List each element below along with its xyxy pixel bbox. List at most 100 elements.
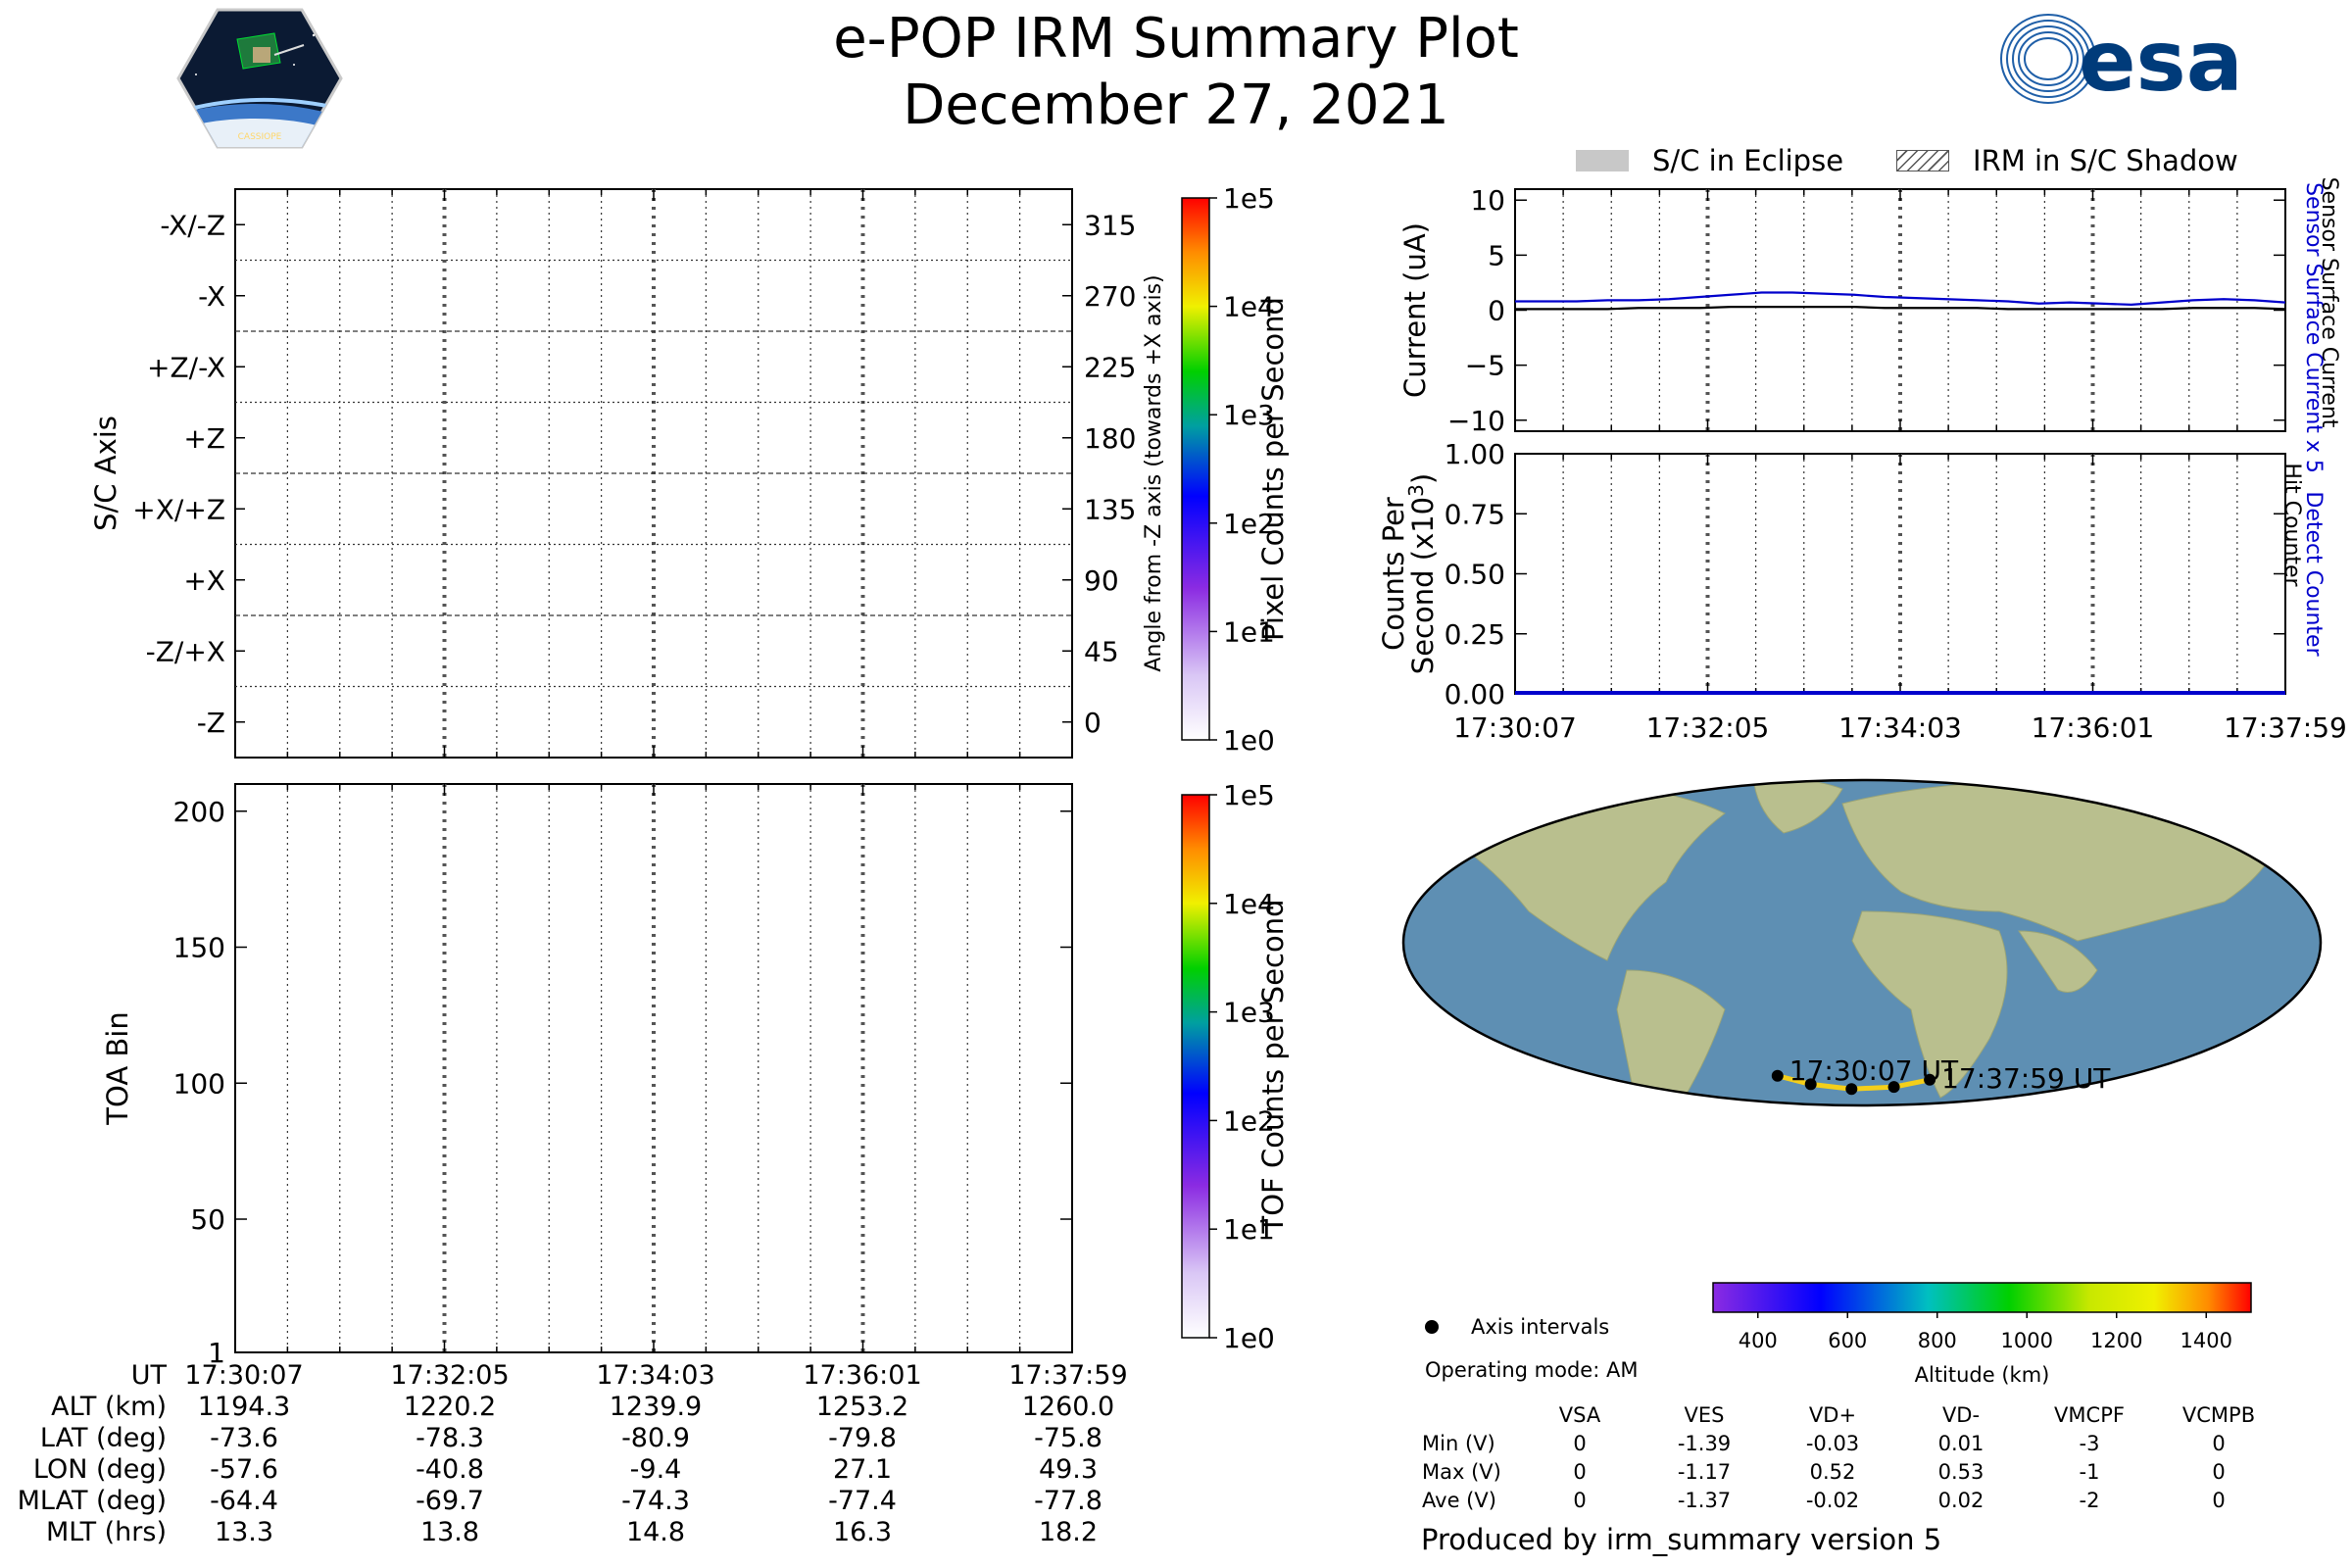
counts-right-label-black: Hit Counter — [2279, 463, 2304, 587]
voltage-table-cell: 0.53 — [1938, 1460, 1984, 1484]
current-ytick-label: −10 — [1447, 405, 1505, 437]
voltage-table-row-label: Ave (V) — [1422, 1489, 1496, 1512]
toa-ylabel: TOA Bin — [101, 1011, 134, 1125]
counts-ylabel: Counts Per — [1377, 497, 1410, 651]
current-ylabel: Current (uA) — [1398, 222, 1432, 398]
counts-ytick-label: 0.00 — [1445, 678, 1505, 710]
toa-ytick-label: 200 — [173, 796, 225, 828]
orbit-map-continent — [2018, 930, 2098, 993]
ephemeris-row-label: ALT (km) — [51, 1392, 167, 1422]
counts-xtick-label: 17:32:05 — [1646, 711, 1770, 744]
agency-logo: esa — [2000, 13, 2243, 108]
toa-ytick-label: 1 — [208, 1337, 225, 1369]
toa-colorbar-tick-label: 1e5 — [1223, 779, 1275, 811]
footer-note: Produced by irm_summary version 5 — [1421, 1523, 1942, 1556]
toa-colorbar-tick-label: 1e3 — [1223, 997, 1275, 1029]
orbit-interval-point — [1845, 1083, 1858, 1096]
current-right-label-blue: Sensor Surface Current x 5 — [2301, 182, 2326, 473]
sensor-current-line — [1515, 291, 2286, 306]
toa-colorbar-tick-label: 1e4 — [1223, 888, 1275, 920]
ephemeris-cell: 17:34:03 — [596, 1360, 714, 1391]
voltage-table-cell: 0 — [2212, 1432, 2225, 1455]
counts-ytick-label: 1.00 — [1445, 438, 1505, 470]
ephemeris-cell: 17:36:01 — [803, 1360, 921, 1391]
toa-colorbar-tick-label: 1e1 — [1223, 1213, 1275, 1246]
page-subtitle: December 27, 2021 — [903, 74, 1449, 137]
toa-colorbar-tick-label: 1e0 — [1223, 1322, 1275, 1354]
agency-logo-text: esa — [2079, 13, 2243, 108]
ephemeris-row-label: UT — [131, 1360, 168, 1391]
voltage-table-cell: -1 — [2080, 1460, 2100, 1484]
page-title: e-POP IRM Summary Plot — [833, 7, 1519, 71]
orbit-end-label: 17:37:59 UT — [1941, 1062, 2111, 1095]
axis-interval-legend-marker — [1425, 1320, 1439, 1334]
eclipse-swatch — [1576, 150, 1629, 172]
ephemeris-cell: -64.4 — [210, 1486, 278, 1516]
ephemeris-cell: 1260.0 — [1022, 1392, 1114, 1422]
counts-ytick-label: 0.50 — [1445, 559, 1505, 591]
voltage-table-cell: 0.02 — [1938, 1489, 1984, 1512]
voltage-table-header: VMCPF — [2054, 1403, 2125, 1427]
sc-axis-ytick-label: +Z — [183, 422, 225, 455]
sc-axis-right-tick-label: 90 — [1084, 564, 1119, 597]
counts-xtick-label: 17:36:01 — [2032, 711, 2155, 744]
orbit-interval-point — [1804, 1078, 1817, 1091]
orbit-start-label: 17:30:07 UT — [1789, 1054, 1959, 1087]
altitude-colorbar-tick-label: 1200 — [2090, 1329, 2142, 1352]
surface-current-line — [1515, 306, 2286, 311]
altitude-colorbar-tick-label: 1000 — [2001, 1329, 2053, 1352]
voltage-table-cell: -1.39 — [1678, 1432, 1731, 1455]
voltage-table-header: VCMPB — [2182, 1403, 2255, 1427]
ephemeris-cell: -74.3 — [621, 1486, 690, 1516]
voltage-table-cell: 0 — [2212, 1489, 2225, 1512]
toa-ytick-label: 50 — [190, 1203, 225, 1236]
ephemeris-cell: -40.8 — [416, 1454, 484, 1485]
altitude-colorbar-tick-label: 400 — [1739, 1329, 1778, 1352]
sc-axis-right-tick-label: 135 — [1084, 493, 1136, 525]
toa-ytick-label: 150 — [173, 932, 225, 964]
orbit-map-continent — [1851, 910, 2008, 1099]
current-ytick-label: 10 — [1470, 184, 1505, 217]
ephemeris-cell: -78.3 — [416, 1423, 484, 1453]
sc-axis-right-tick-label: 45 — [1084, 635, 1119, 667]
sc-axis-colorbar-tick-label: 1e1 — [1223, 615, 1275, 648]
counts-right-label-blue: Detect Counter — [2301, 491, 2326, 657]
sc-axis-colorbar-tick-label: 1e5 — [1223, 182, 1275, 215]
eclipse-legend-label: S/C in Eclipse — [1652, 144, 1844, 177]
voltage-table-cell: -0.03 — [1806, 1432, 1859, 1455]
voltage-table-cell: 0 — [1573, 1489, 1586, 1512]
sc-axis-ytick-label: +X/+Z — [132, 493, 225, 525]
ephemeris-cell: -57.6 — [210, 1454, 278, 1485]
ephemeris-cell: -77.4 — [828, 1486, 897, 1516]
altitude-colorbar-label: Altitude (km) — [1915, 1363, 2050, 1387]
current-ytick-label: −5 — [1465, 350, 1505, 382]
ephemeris-cell: 27.1 — [833, 1454, 892, 1485]
orbit-interval-point — [1771, 1069, 1784, 1082]
ephemeris-cell: 49.3 — [1039, 1454, 1098, 1485]
sc-axis-ytick-label: -X — [198, 280, 225, 313]
voltage-table-cell: 0 — [1573, 1460, 1586, 1484]
ephemeris-cell: 1194.3 — [198, 1392, 290, 1422]
toa-ytick-label: 100 — [173, 1067, 225, 1100]
shadow-swatch — [1896, 150, 1950, 172]
operating-mode: Operating mode: AM — [1425, 1358, 1638, 1382]
ephemeris-row-label: MLT (hrs) — [46, 1517, 167, 1547]
sc-axis-colorbar — [1181, 197, 1210, 741]
ephemeris-cell: -80.9 — [621, 1423, 690, 1453]
sc-axis-ylabel: S/C Axis — [89, 416, 122, 531]
voltage-table-header: VSA — [1559, 1403, 1601, 1427]
sc-axis-ytick-label: -Z — [197, 707, 225, 739]
current-right-label-black: Sensor Surface Current — [2317, 177, 2341, 428]
shadow-legend-label: IRM in S/C Shadow — [1973, 144, 2238, 177]
voltage-table-cell: 0 — [2212, 1460, 2225, 1484]
axis-interval-legend-label: Axis intervals — [1471, 1315, 1609, 1339]
orbit-map-continent — [2184, 1050, 2284, 1105]
sc-axis-colorbar-tick-label: 1e2 — [1223, 508, 1275, 540]
sc-axis-ytick-label: +X — [183, 564, 225, 597]
voltage-table-cell: -1.17 — [1678, 1460, 1731, 1484]
mission-logo: CASSIOPE — [176, 8, 343, 149]
ephemeris-cell: 17:30:07 — [184, 1360, 303, 1391]
ephemeris-cell: -9.4 — [630, 1454, 682, 1485]
ephemeris-cell: -79.8 — [828, 1423, 897, 1453]
voltage-table-cell: 0 — [1573, 1432, 1586, 1455]
